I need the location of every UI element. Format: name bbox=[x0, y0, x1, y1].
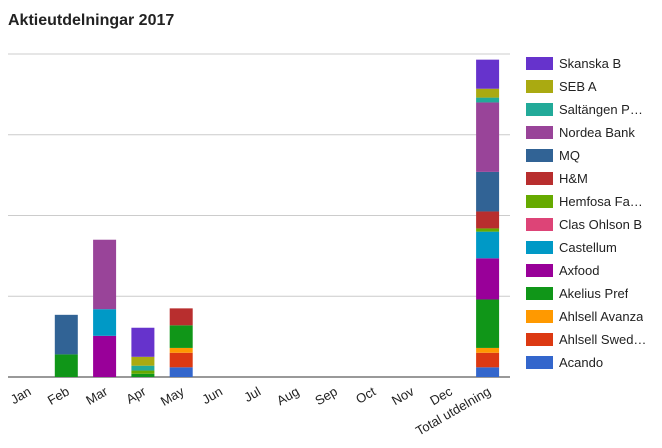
legend-swatch bbox=[526, 103, 553, 116]
bar-segment[interactable] bbox=[476, 231, 500, 259]
bar-segment[interactable] bbox=[169, 367, 193, 377]
legend-swatch bbox=[526, 310, 553, 323]
bar-segment[interactable] bbox=[131, 365, 155, 371]
legend-item[interactable]: Akelius Pref bbox=[526, 282, 660, 305]
legend-swatch bbox=[526, 218, 553, 231]
legend-swatch bbox=[526, 333, 553, 346]
x-tick-label: Jun bbox=[199, 384, 225, 407]
legend-item[interactable]: Ahlsell Swed… bbox=[526, 328, 660, 351]
legend-label: Akelius Pref bbox=[559, 286, 629, 301]
bars bbox=[54, 59, 500, 377]
x-tick-label: Apr bbox=[123, 383, 149, 406]
bar-segment[interactable] bbox=[476, 102, 500, 172]
bar-segment[interactable] bbox=[476, 211, 500, 229]
bar-segment[interactable] bbox=[476, 258, 500, 300]
x-tick-label: Aug bbox=[274, 384, 302, 409]
legend-swatch bbox=[526, 356, 553, 369]
legend-item[interactable]: MQ bbox=[526, 144, 660, 167]
x-tick-label: Oct bbox=[353, 383, 378, 406]
legend-swatch bbox=[526, 241, 553, 254]
legend-item[interactable]: SEB A bbox=[526, 75, 660, 98]
legend-label: Acando bbox=[559, 355, 604, 370]
bar-segment[interactable] bbox=[169, 352, 193, 368]
legend: Skanska B SEB A Saltängen P… Nordea Bank MQ H… bbox=[526, 52, 660, 374]
legend-label: Clas Ohlson B bbox=[559, 217, 643, 232]
legend-label: SEB A bbox=[559, 79, 597, 94]
bar-segment[interactable] bbox=[93, 239, 117, 310]
bar-segment[interactable] bbox=[476, 299, 500, 348]
bar-segment[interactable] bbox=[54, 354, 78, 377]
legend-label: Saltängen P… bbox=[559, 102, 643, 117]
bar-segment[interactable] bbox=[476, 352, 500, 368]
x-tick-label: Feb bbox=[45, 384, 72, 408]
legend-label: H&M bbox=[559, 171, 588, 186]
legend-swatch bbox=[526, 126, 553, 139]
bar-segment[interactable] bbox=[131, 356, 155, 366]
bar-segment[interactable] bbox=[476, 228, 500, 232]
bar-segment[interactable] bbox=[476, 59, 500, 89]
bar-segment[interactable] bbox=[169, 325, 193, 348]
legend-label: Nordea Bank bbox=[559, 125, 635, 140]
legend-item[interactable]: Axfood bbox=[526, 259, 660, 282]
legend-label: Ahlsell Avanza bbox=[559, 309, 644, 324]
bar-segment[interactable] bbox=[93, 335, 117, 377]
legend-swatch bbox=[526, 80, 553, 93]
x-tick-label: Sep bbox=[312, 384, 340, 409]
gridlines bbox=[8, 53, 510, 378]
x-axis-tick-labels: Jan Feb Mar Apr May Jun Jul Aug Sep Oct Nov DecTota… bbox=[8, 383, 493, 438]
legend-swatch bbox=[526, 195, 553, 208]
x-tick-label: Mar bbox=[83, 383, 110, 408]
legend-label: Axfood bbox=[559, 263, 600, 278]
bar-segment[interactable] bbox=[476, 88, 500, 98]
x-tick-label: Jan bbox=[8, 384, 34, 407]
legend-item[interactable]: Castellum bbox=[526, 236, 660, 259]
legend-swatch bbox=[526, 172, 553, 185]
bar-segment[interactable] bbox=[476, 367, 500, 377]
bar-segment[interactable] bbox=[93, 309, 117, 336]
bar-segment[interactable] bbox=[169, 347, 193, 353]
legend-label: Castellum bbox=[559, 240, 617, 255]
bar-segment[interactable] bbox=[131, 370, 155, 374]
legend-item[interactable]: Skanska B bbox=[526, 52, 660, 75]
legend-label: Hemfosa Fa… bbox=[559, 194, 643, 209]
legend-swatch bbox=[526, 264, 553, 277]
legend-swatch bbox=[526, 287, 553, 300]
legend-swatch bbox=[526, 57, 553, 70]
x-tick-label: Total utdelning bbox=[413, 384, 493, 439]
bar-segment[interactable] bbox=[476, 347, 500, 353]
legend-item[interactable]: Saltängen P… bbox=[526, 98, 660, 121]
bar-segment[interactable] bbox=[169, 308, 193, 326]
legend-item[interactable]: Ahlsell Avanza bbox=[526, 305, 660, 328]
x-tick-label: Jul bbox=[241, 384, 263, 405]
bar-segment[interactable] bbox=[476, 97, 500, 103]
legend-item[interactable]: Nordea Bank bbox=[526, 121, 660, 144]
bar-segment[interactable] bbox=[131, 373, 155, 377]
legend-item[interactable]: H&M bbox=[526, 167, 660, 190]
legend-label: Ahlsell Swed… bbox=[559, 332, 647, 347]
legend-swatch bbox=[526, 149, 553, 162]
bar-segment[interactable] bbox=[476, 171, 500, 212]
legend-label: Skanska B bbox=[559, 56, 622, 71]
chart-title: Aktieutdelningar 2017 bbox=[8, 12, 175, 29]
legend-item[interactable]: Clas Ohlson B bbox=[526, 213, 660, 236]
x-tick-label: Nov bbox=[389, 383, 417, 408]
legend-label: MQ bbox=[559, 148, 580, 163]
legend-item[interactable]: Hemfosa Fa… bbox=[526, 190, 660, 213]
bar-segment[interactable] bbox=[54, 314, 78, 355]
x-tick-label: May bbox=[158, 383, 187, 409]
bar-segment[interactable] bbox=[131, 327, 155, 357]
legend-item[interactable]: Acando bbox=[526, 351, 660, 374]
